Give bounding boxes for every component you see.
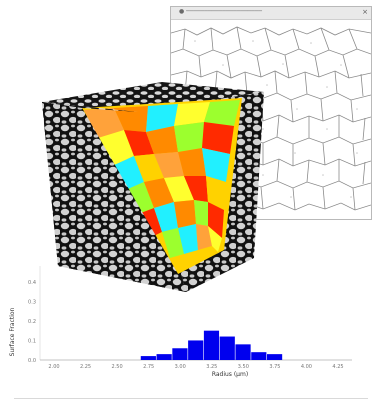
y-tick-label: 0.3 [28, 299, 36, 305]
histogram-bars [140, 330, 283, 360]
x-tick-label: 3.00 [175, 364, 186, 370]
x-axis-label: Radius (µm) [212, 371, 248, 378]
x-tick-label: 3.25 [206, 364, 217, 370]
grain-cube-render [42, 82, 264, 292]
histogram-bar-3 [188, 340, 204, 360]
window-titlebar: ● ───────────────────── × [171, 7, 371, 20]
cube-top-face [42, 82, 264, 112]
histogram-bar-2 [172, 348, 188, 360]
x-tick-label: 2.50 [112, 364, 123, 370]
y-tick-label: 0.4 [28, 280, 36, 286]
histogram-bar-5 [219, 336, 235, 360]
x-tick-label: 2.25 [80, 364, 91, 370]
histogram-bar-4 [203, 330, 220, 360]
histogram-bar-1 [156, 354, 172, 360]
histogram-bar-7 [251, 352, 267, 360]
x-tick-label: 4.00 [301, 364, 312, 370]
x-tick-label: 3.50 [238, 364, 249, 370]
radius-histogram: Surface Fraction 0.4 0.3 0.2 0.1 0.0 2.00 2.2… [9, 266, 352, 378]
x-ticks: 2.00 2.25 2.50 2.75 3.00 3.25 3.50 3.75 4.00 4.25 [48, 364, 343, 370]
bottom-divider [14, 398, 368, 399]
grain-cross-section [82, 98, 242, 274]
y-ticks: 0.4 0.3 0.2 0.1 0.0 [28, 280, 36, 364]
y-tick-label: 0.0 [28, 358, 36, 364]
histogram-bar-0 [140, 356, 156, 360]
x-tick-label: 2.00 [48, 364, 59, 370]
histogram-bar-8 [267, 354, 283, 360]
x-tick-label: 3.75 [269, 364, 280, 370]
close-icon[interactable]: × [362, 8, 368, 16]
y-tick-label: 0.2 [28, 319, 36, 325]
y-axis-label: Surface Fraction [9, 307, 16, 356]
x-tick-label: 4.25 [332, 364, 343, 370]
y-tick-label: 0.1 [28, 338, 36, 344]
histogram-bar-6 [235, 344, 251, 360]
window-title: ● ───────────────────── [179, 8, 263, 15]
x-tick-label: 2.75 [143, 364, 154, 370]
